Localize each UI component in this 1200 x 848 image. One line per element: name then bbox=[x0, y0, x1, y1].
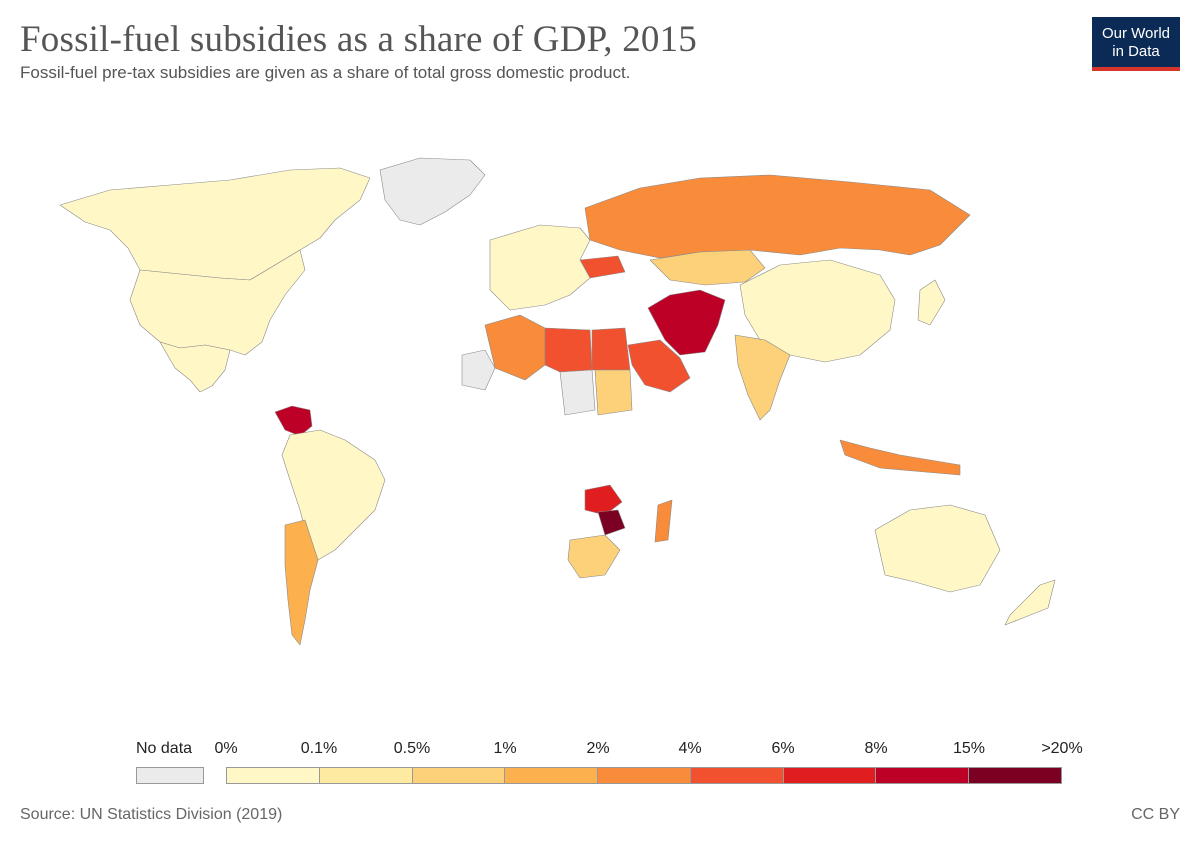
map-region-iran[interactable] bbox=[647, 289, 726, 356]
legend-no-data-swatch[interactable] bbox=[136, 767, 204, 784]
map-region-australia[interactable] bbox=[874, 504, 1001, 593]
legend-tick-label: 0% bbox=[214, 740, 238, 757]
legend-tick-label: >20% bbox=[1041, 740, 1083, 757]
chart-title: Fossil-fuel subsidies as a share of GDP,… bbox=[20, 19, 698, 60]
legend-bin[interactable] bbox=[783, 767, 877, 784]
legend-labels: No data 0% 0.1% 0.5% 1% 2% 4% 6% 8% 15% … bbox=[0, 740, 1200, 764]
legend-bin[interactable] bbox=[319, 767, 413, 784]
chart-subtitle: Fossil-fuel pre-tax subsidies are given … bbox=[20, 63, 631, 82]
legend-tick-label: 4% bbox=[678, 740, 702, 757]
map-region-sudan[interactable] bbox=[594, 369, 633, 416]
map-region-zimbabwe[interactable] bbox=[597, 509, 626, 536]
legend-bin[interactable] bbox=[505, 767, 599, 784]
legend-bin[interactable] bbox=[876, 767, 970, 784]
map-region-madagascar[interactable] bbox=[654, 499, 673, 543]
legend-tick-label: 8% bbox=[864, 740, 888, 757]
map-region-libya[interactable] bbox=[544, 327, 593, 373]
map-region-canada[interactable] bbox=[59, 167, 371, 281]
map-region-indonesia[interactable] bbox=[839, 439, 961, 476]
map-region-india[interactable] bbox=[734, 334, 791, 421]
license-link[interactable]: CC BY bbox=[1131, 806, 1180, 823]
map-region-argentina[interactable] bbox=[284, 519, 319, 646]
legend-no-data-label: No data bbox=[136, 740, 193, 757]
legend-bin[interactable] bbox=[598, 767, 691, 784]
legend-tick-label: 15% bbox=[952, 740, 986, 757]
legend-tick-label: 0.1% bbox=[300, 740, 338, 757]
map-region-japan[interactable] bbox=[917, 279, 946, 326]
map-region-south-africa[interactable] bbox=[567, 534, 621, 579]
legend-tick-label: 2% bbox=[586, 740, 610, 757]
logo-line-1: Our World bbox=[1101, 25, 1171, 42]
legend-bin[interactable] bbox=[226, 767, 320, 784]
map-region-venezuela[interactable] bbox=[274, 405, 313, 437]
world-map bbox=[59, 157, 1056, 646]
map-region-china[interactable] bbox=[739, 259, 896, 363]
map-region-saudi-arabia[interactable] bbox=[627, 339, 691, 393]
legend-tick-label: 6% bbox=[771, 740, 795, 757]
legend-bin[interactable] bbox=[969, 767, 1063, 784]
map-region-russia[interactable] bbox=[584, 174, 971, 259]
logo-line-2: in Data bbox=[1112, 43, 1160, 60]
legend-bin[interactable] bbox=[690, 767, 784, 784]
map-region-mexico[interactable] bbox=[159, 341, 231, 393]
map-region-kazakhstan[interactable] bbox=[649, 249, 766, 286]
map-region-mauritania[interactable] bbox=[461, 349, 496, 391]
legend-color-bins bbox=[226, 767, 1063, 784]
map-region-chad[interactable] bbox=[559, 369, 596, 416]
owid-logo[interactable]: Our World in Data bbox=[1092, 17, 1180, 71]
map-region-new-zealand[interactable] bbox=[1004, 579, 1056, 626]
map-region-egypt[interactable] bbox=[591, 327, 631, 371]
legend-tick-label: 1% bbox=[493, 740, 517, 757]
legend-bin[interactable] bbox=[412, 767, 506, 784]
map-region-europe[interactable] bbox=[489, 224, 591, 311]
map-region-greenland[interactable] bbox=[379, 157, 486, 226]
map-region-zambia[interactable] bbox=[584, 484, 623, 516]
source-note: Source: UN Statistics Division (2019) bbox=[20, 806, 283, 823]
legend-tick-label: 0.5% bbox=[393, 740, 431, 757]
